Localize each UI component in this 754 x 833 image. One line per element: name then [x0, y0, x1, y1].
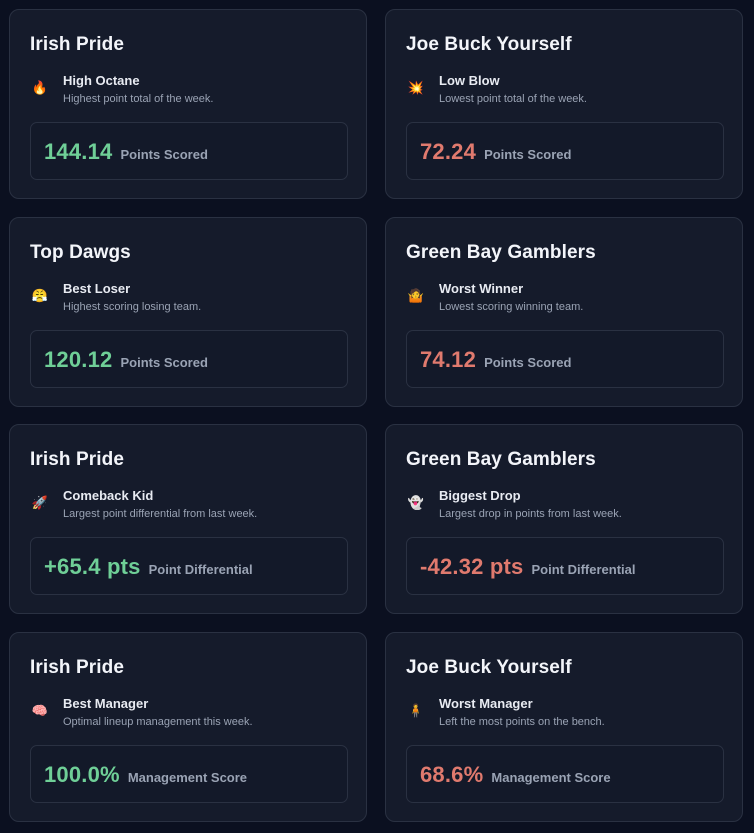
award-title: Best Manager [63, 696, 149, 711]
award-card-low-blow: Joe Buck Yourself 💥 Low Blow Lowest poin… [385, 9, 743, 199]
award-title: Comeback Kid [63, 488, 154, 503]
stat-value: 100.0% [44, 762, 120, 787]
stat-box: 100.0% Management Score [30, 745, 348, 803]
award-card-worst-winner: Green Bay Gamblers 🤷 Worst Winner Lowest… [385, 217, 743, 407]
fire-icon: 🔥 [31, 80, 49, 95]
team-name: Irish Pride [30, 449, 125, 470]
team-name: Irish Pride [30, 657, 125, 678]
team-name: Green Bay Gamblers [406, 242, 596, 263]
team-name: Green Bay Gamblers [406, 449, 596, 470]
stat-label: Management Score [127, 770, 248, 785]
award-title: Biggest Drop [439, 488, 521, 503]
award-description: Highest point total of the week. [63, 93, 214, 105]
award-description: Highest scoring losing team. [63, 301, 202, 313]
award-card-best-manager: Irish Pride 🧠 Best Manager Optimal lineu… [9, 632, 367, 822]
stat-value: 72.24 [420, 139, 477, 164]
team-name: Irish Pride [30, 34, 125, 55]
award-card-biggest-drop: Green Bay Gamblers 👻 Biggest Drop Larges… [385, 424, 743, 614]
award-description: Largest drop in points from last week. [439, 508, 622, 520]
collision-icon: 💥 [407, 80, 425, 95]
award-title: Worst Winner [439, 281, 524, 296]
stat-box: 68.6% Management Score [406, 745, 724, 803]
stat-value: -42.32 pts [420, 554, 524, 579]
award-description: Lowest scoring winning team. [439, 301, 584, 313]
stat-box: 72.24 Points Scored [406, 122, 724, 180]
stat-value: 68.6% [420, 762, 484, 787]
award-card-worst-manager: Joe Buck Yourself 🧍 Worst Manager Left t… [385, 632, 743, 822]
stat-label: Points Scored [484, 147, 572, 162]
stat-value: 74.12 [420, 347, 477, 372]
persevering-face-icon: 😤 [31, 288, 49, 303]
person-icon: 🧍 [407, 703, 425, 718]
stat-box: +65.4 pts Point Differential [30, 537, 348, 595]
stat-label: Points Scored [484, 355, 572, 370]
stat-box: 120.12 Points Scored [30, 330, 348, 388]
award-title: High Octane [63, 73, 140, 88]
stat-label: Management Score [491, 770, 611, 785]
award-description: Optimal lineup management this week. [63, 716, 253, 728]
team-name: Joe Buck Yourself [406, 34, 572, 55]
award-title: Low Blow [439, 73, 500, 88]
stat-box: -42.32 pts Point Differential [406, 537, 724, 595]
shrug-icon: 🤷 [407, 288, 425, 303]
award-title: Worst Manager [439, 696, 533, 711]
award-card-best-loser: Top Dawgs 😤 Best Loser Highest scoring l… [9, 217, 367, 407]
award-title: Best Loser [63, 281, 131, 296]
award-card-high-octane: Irish Pride 🔥 High Octane Highest point … [9, 9, 367, 199]
stat-value: 120.12 [44, 347, 113, 372]
stat-box: 144.14 Points Scored [30, 122, 348, 180]
stat-label: Point Differential [148, 562, 253, 577]
award-description: Largest point differential from last wee… [63, 508, 258, 520]
stat-label: Points Scored [120, 355, 208, 370]
award-description: Lowest point total of the week. [439, 93, 587, 105]
brain-icon: 🧠 [31, 703, 49, 718]
stat-box: 74.12 Points Scored [406, 330, 724, 388]
award-description: Left the most points on the bench. [439, 716, 605, 728]
team-name: Top Dawgs [30, 242, 131, 263]
award-card-comeback-kid: Irish Pride 🚀 Comeback Kid Largest point… [9, 424, 367, 614]
rocket-icon: 🚀 [31, 495, 49, 510]
stat-value: +65.4 pts [44, 554, 141, 579]
stat-label: Point Differential [531, 562, 636, 577]
stat-label: Points Scored [120, 147, 208, 162]
ghost-icon: 👻 [407, 495, 425, 510]
stat-value: 144.14 [44, 139, 113, 164]
team-name: Joe Buck Yourself [406, 657, 572, 678]
